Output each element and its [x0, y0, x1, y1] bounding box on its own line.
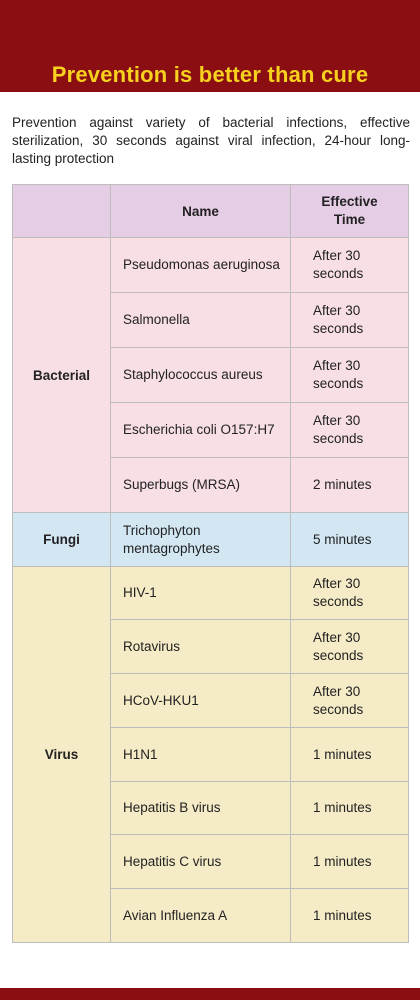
header-name: Name: [110, 184, 291, 238]
organism-name: HCoV-HKU1: [110, 673, 291, 728]
effective-time: After 30 seconds: [290, 619, 409, 674]
effective-time: After 30 seconds: [290, 237, 409, 293]
organism-name: HIV-1: [110, 566, 291, 620]
organism-name: Staphylococcus aureus: [110, 347, 291, 403]
table-row: Salmonella After 30 seconds: [12, 292, 409, 348]
header-effective-time: Effective Time: [290, 184, 409, 238]
table-row: Virus HIV-1 After 30 seconds: [12, 566, 409, 943]
page-title: Prevention is better than cure: [51, 62, 369, 87]
header-banner: Prevention is better than cure: [0, 0, 420, 92]
effective-time: 2 minutes: [290, 457, 409, 513]
effective-time: 5 minutes: [290, 512, 409, 567]
table-row: Fungi Trichophyton mentagrophytes 5 minute…: [12, 512, 409, 567]
effective-time: 1 minutes: [290, 727, 409, 782]
organism-name: Hepatitis B virus: [110, 781, 291, 835]
header-corner-cell: [12, 184, 111, 238]
effective-time: After 30 seconds: [290, 402, 409, 458]
effective-time: 1 minutes: [290, 781, 409, 835]
category-cell-bacterial: Bacterial: [12, 237, 111, 513]
organism-name: Salmonella: [110, 292, 291, 348]
organism-name: H1N1: [110, 727, 291, 782]
organism-name: Pseudomonas aeruginosa: [110, 237, 291, 293]
effective-time: After 30 seconds: [290, 292, 409, 348]
effective-time: After 30 seconds: [290, 673, 409, 728]
effectiveness-table: Name Effective Time Bacterial Pseudomonas…: [12, 184, 409, 943]
category-cell-fungi: Fungi: [12, 512, 111, 567]
effective-time: 1 minutes: [290, 888, 409, 943]
effective-time: After 30 seconds: [290, 347, 409, 403]
effective-time: 1 minutes: [290, 834, 409, 889]
table-header-row: Name Effective Time: [12, 184, 409, 238]
footer-bar: [0, 988, 420, 1000]
effective-time: After 30 seconds: [290, 566, 409, 620]
organism-name: Trichophyton mentagrophytes: [110, 512, 291, 567]
organism-name: Rotavirus: [110, 619, 291, 674]
organism-name: Hepatitis C virus: [110, 834, 291, 889]
organism-name: Escherichia coli O157:H7: [110, 402, 291, 458]
table-row: Bacterial Pseudomonas aeruginosa After 30 …: [12, 237, 409, 513]
intro-text: Prevention against variety of bacterial …: [12, 115, 410, 166]
organism-name: Avian Influenza A: [110, 888, 291, 943]
organism-name: Superbugs (MRSA): [110, 457, 291, 513]
category-cell-virus: Virus: [12, 566, 111, 943]
